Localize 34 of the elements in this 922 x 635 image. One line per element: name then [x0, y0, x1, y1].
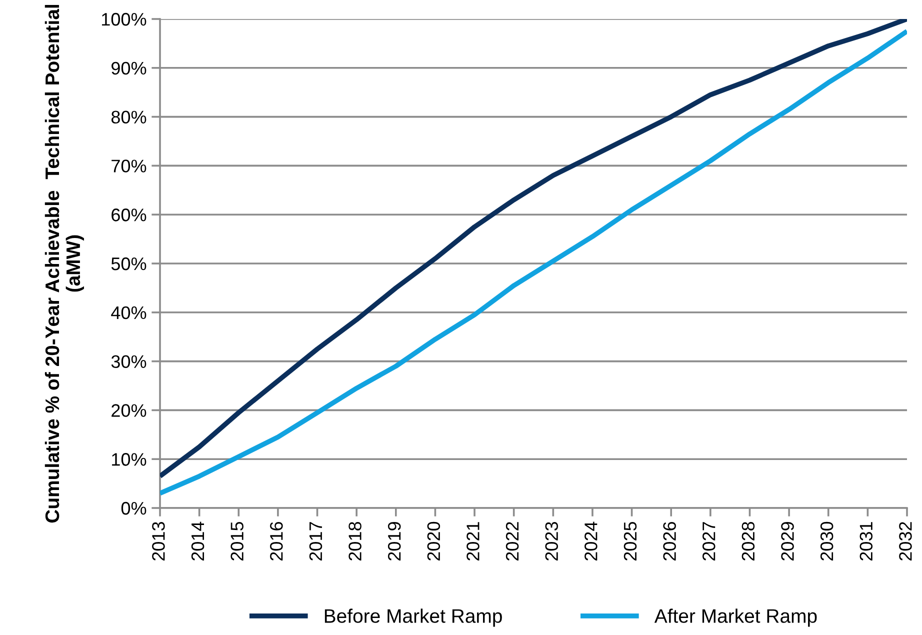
y-tick-label: 80% [111, 110, 146, 124]
y-tick-label: 40% [111, 306, 146, 320]
legend-label: Before Market Ramp [324, 608, 502, 627]
x-tick-label: 2029 [781, 522, 794, 560]
x-tick-label: 2019 [388, 522, 401, 560]
x-tick-label: 2023 [545, 522, 558, 560]
x-tick-label: 2030 [820, 522, 834, 560]
x-tick-label: 2021 [466, 522, 480, 560]
x-tick-label: 2025 [624, 522, 637, 560]
legend-label: After Market Ramp [654, 608, 817, 627]
x-tick-label: 2013 [152, 522, 165, 560]
y-tick-label: 0% [121, 502, 146, 515]
x-tick-label: 2018 [348, 522, 362, 560]
x-tick-label: 2032 [899, 522, 912, 560]
y-axis-title: Cumulative % of 20-Year Achievable Technical Potential (aMW) [44, 4, 84, 523]
y-tick-label: 90% [112, 62, 146, 75]
x-tick-label: 2026 [663, 522, 676, 560]
x-tick-label: 2014 [191, 522, 204, 560]
x-tick-label: 2020 [427, 522, 440, 560]
y-tick-label: 50% [111, 257, 146, 270]
y-tick-label: 10% [112, 453, 146, 466]
y-tick-label: 60% [112, 208, 146, 222]
x-tick-label: 2024 [584, 522, 598, 560]
x-tick-label: 2031 [860, 522, 873, 560]
x-tick-label: 2016 [270, 522, 283, 560]
x-tick-label: 2027 [702, 522, 716, 560]
x-tick-label: 2017 [309, 522, 322, 560]
y-tick-label: 100% [102, 12, 146, 26]
y-tick-label: 70% [112, 160, 146, 172]
y-tick-label: 20% [112, 404, 146, 417]
x-tick-label: 2022 [506, 522, 519, 560]
x-tick-label: 2028 [742, 522, 755, 560]
y-tick-label: 30% [111, 355, 146, 368]
x-tick-label: 2015 [230, 522, 244, 560]
